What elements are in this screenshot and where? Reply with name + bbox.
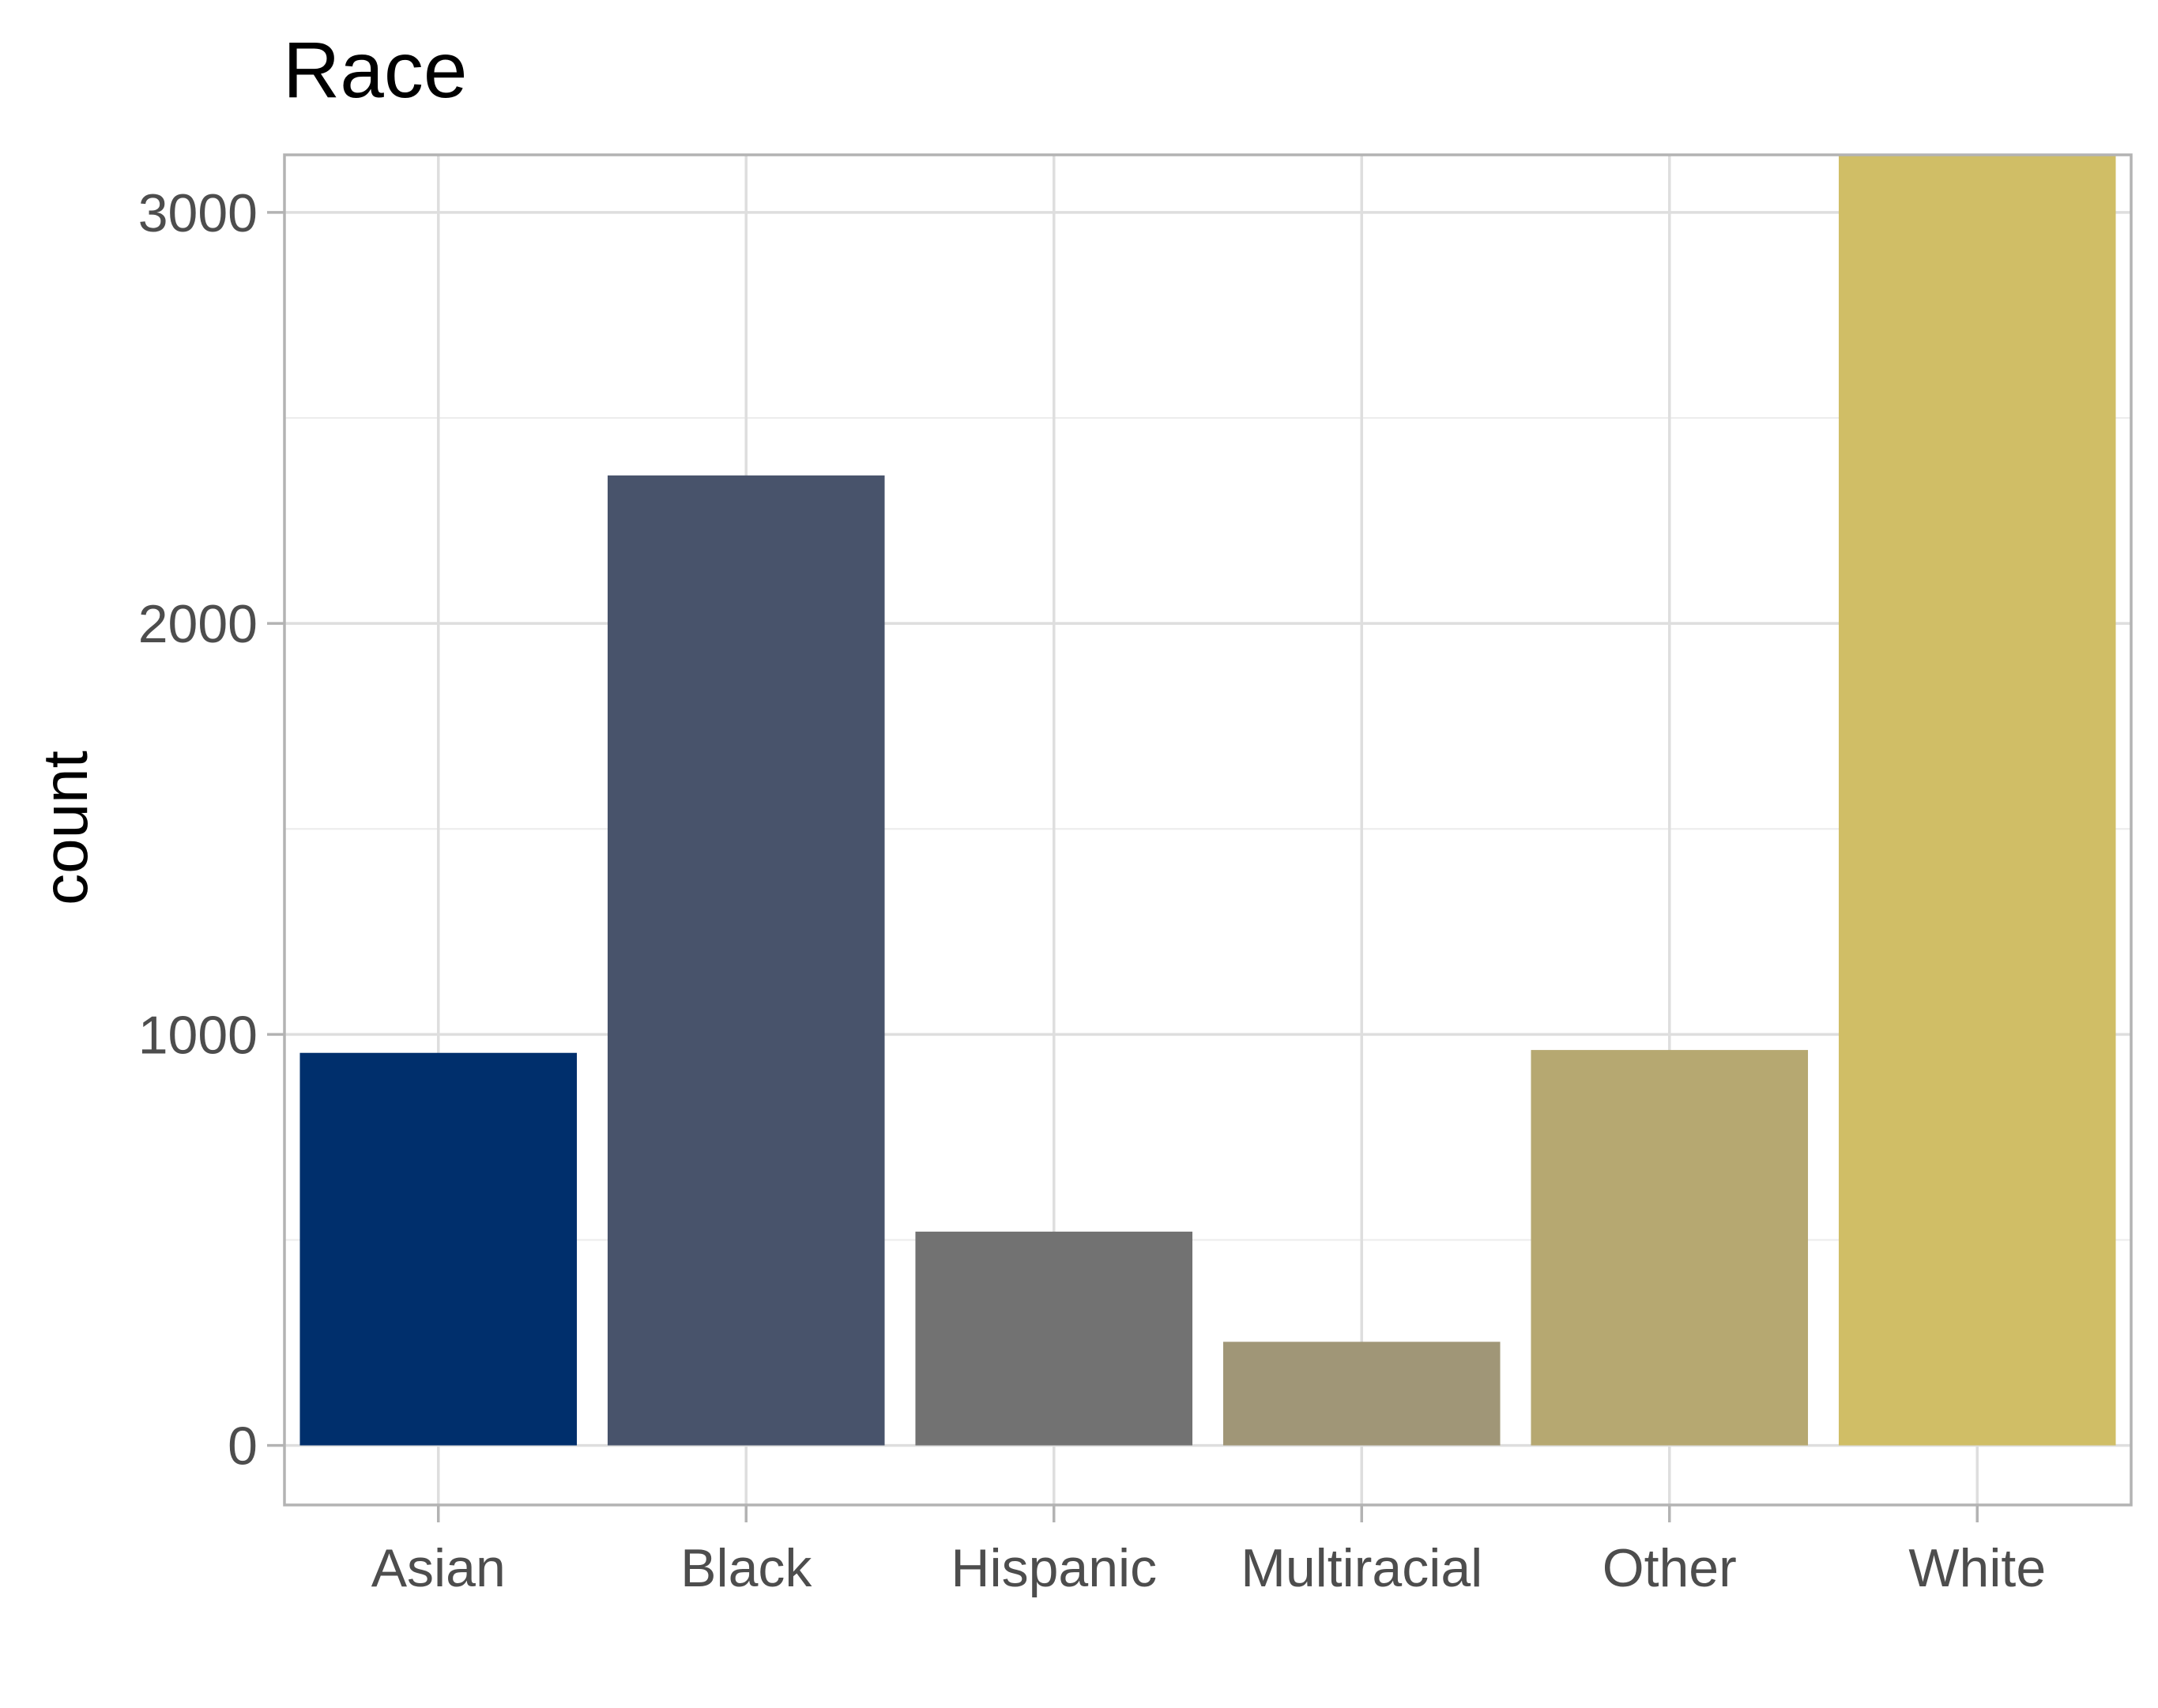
x-axis: Asian Black Hispanic Multiracial Other White bbox=[371, 1505, 2046, 1598]
bars bbox=[299, 155, 2116, 1446]
bar-hispanic bbox=[915, 1232, 1193, 1446]
x-tick-label: Asian bbox=[371, 1538, 506, 1598]
bar-black bbox=[607, 475, 885, 1446]
x-tick-label: Black bbox=[680, 1538, 812, 1598]
bar-other bbox=[1531, 1050, 1809, 1446]
x-tick-label: Hispanic bbox=[951, 1538, 1157, 1598]
bar-white bbox=[1838, 155, 2116, 1446]
y-tick-label: 1000 bbox=[138, 1005, 258, 1065]
y-axis-title: count bbox=[30, 751, 100, 905]
y-tick-label: 2000 bbox=[138, 594, 258, 654]
bar-multiracial bbox=[1222, 1341, 1501, 1446]
chart-title: Race bbox=[283, 26, 467, 115]
x-tick-label: White bbox=[1908, 1538, 2046, 1598]
y-axis: 0 1000 2000 3000 bbox=[138, 183, 284, 1477]
y-tick-label: 3000 bbox=[138, 183, 258, 243]
bar-asian bbox=[299, 1052, 578, 1446]
x-tick-label: Multiracial bbox=[1241, 1538, 1482, 1598]
x-tick-label: Other bbox=[1602, 1538, 1737, 1598]
y-tick-label: 0 bbox=[228, 1416, 258, 1477]
plot-panel-border bbox=[283, 153, 2133, 1507]
